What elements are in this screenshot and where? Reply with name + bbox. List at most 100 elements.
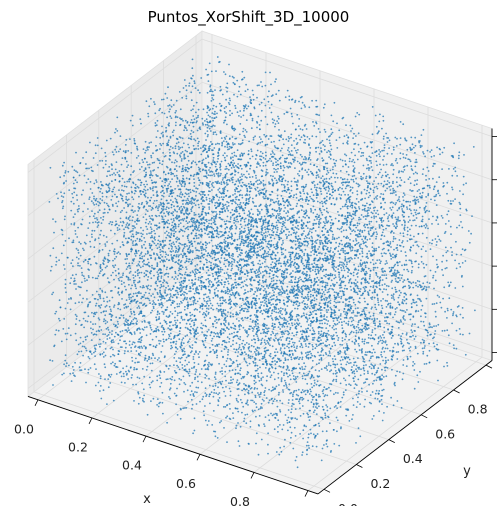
scatter-point bbox=[239, 93, 242, 96]
scatter-point bbox=[459, 313, 462, 316]
scatter-point bbox=[427, 194, 430, 197]
scatter-point bbox=[392, 180, 394, 183]
scatter-point bbox=[367, 164, 369, 166]
scatter-point bbox=[402, 281, 404, 283]
scatter-point bbox=[294, 261, 296, 264]
scatter-point bbox=[401, 208, 403, 210]
scatter-point bbox=[304, 156, 306, 158]
scatter-point bbox=[242, 114, 245, 117]
scatter-point bbox=[270, 103, 273, 106]
scatter-point bbox=[169, 199, 172, 202]
scatter-point bbox=[219, 131, 222, 134]
scatter-point bbox=[289, 326, 292, 329]
scatter-point bbox=[270, 160, 273, 163]
scatter-point bbox=[349, 246, 352, 249]
scatter-point bbox=[383, 366, 386, 369]
scatter-point bbox=[235, 281, 237, 284]
scatter-point bbox=[263, 193, 266, 196]
scatter-point bbox=[259, 128, 261, 131]
scatter-point bbox=[205, 250, 207, 252]
scatter-point bbox=[338, 129, 341, 132]
scatter-point bbox=[180, 253, 183, 256]
scatter-point bbox=[237, 178, 240, 181]
scatter-point bbox=[210, 100, 213, 102]
scatter-point bbox=[431, 242, 433, 245]
scatter-point bbox=[205, 244, 207, 247]
scatter-point bbox=[237, 158, 240, 161]
scatter-point bbox=[223, 136, 226, 139]
scatter-point bbox=[165, 315, 168, 318]
scatter-point bbox=[179, 222, 182, 225]
scatter-point bbox=[314, 347, 317, 350]
scatter-point bbox=[390, 281, 393, 283]
scatter-point bbox=[210, 264, 212, 267]
scatter-point bbox=[168, 110, 171, 113]
scatter-point bbox=[409, 346, 412, 348]
scatter-point bbox=[345, 181, 347, 184]
scatter-point bbox=[196, 229, 198, 232]
scatter-point bbox=[209, 120, 212, 122]
scatter-point bbox=[295, 151, 298, 154]
scatter-point bbox=[211, 117, 214, 119]
scatter-point bbox=[115, 145, 118, 148]
scatter-point bbox=[209, 115, 211, 118]
scatter-point bbox=[391, 192, 394, 195]
scatter-point bbox=[237, 143, 240, 145]
scatter-point bbox=[379, 155, 381, 158]
scatter-point bbox=[253, 351, 256, 353]
scatter-point bbox=[417, 198, 419, 201]
scatter-point bbox=[209, 85, 212, 88]
scatter-point bbox=[423, 347, 426, 349]
scatter-point bbox=[219, 268, 222, 271]
scatter-point bbox=[198, 140, 200, 143]
scatter-point bbox=[347, 136, 350, 139]
scatter-point bbox=[273, 201, 276, 204]
scatter-point bbox=[210, 219, 212, 221]
scatter-point bbox=[444, 223, 447, 225]
scatter-point bbox=[241, 70, 244, 73]
scatter-point bbox=[458, 328, 461, 330]
scatter-point bbox=[375, 308, 378, 311]
scatter-point bbox=[363, 327, 365, 330]
scatter-point bbox=[472, 146, 475, 148]
scatter-point bbox=[226, 206, 228, 208]
scatter-point bbox=[223, 152, 226, 155]
scatter-point bbox=[282, 355, 284, 357]
scatter-point bbox=[272, 164, 274, 167]
scatter-point bbox=[274, 351, 276, 354]
scatter-point bbox=[321, 327, 324, 329]
scatter-point bbox=[233, 162, 236, 165]
scatter-point bbox=[376, 275, 379, 278]
scatter-point bbox=[369, 229, 372, 232]
scatter-point bbox=[223, 156, 226, 159]
scatter-point bbox=[268, 275, 271, 278]
scatter-point bbox=[271, 317, 273, 320]
scatter-point bbox=[369, 357, 372, 360]
scatter-point bbox=[416, 352, 419, 355]
scatter-point bbox=[402, 153, 404, 155]
scatter-point bbox=[219, 261, 222, 264]
scatter-point bbox=[342, 251, 345, 254]
scatter-point bbox=[409, 234, 412, 237]
scatter-point bbox=[259, 182, 261, 185]
scatter-point bbox=[395, 194, 397, 196]
scatter-point bbox=[122, 199, 124, 202]
scatter-point bbox=[217, 309, 220, 311]
scatter-point bbox=[144, 247, 147, 250]
scatter-point bbox=[131, 205, 134, 208]
scatter-point bbox=[404, 285, 407, 288]
scatter-point bbox=[340, 182, 343, 184]
scatter-point bbox=[243, 109, 245, 112]
scatter-point bbox=[277, 122, 280, 124]
scatter-point bbox=[409, 201, 412, 203]
scatter-point bbox=[358, 184, 361, 187]
scatter-point bbox=[223, 187, 226, 189]
scatter-point bbox=[410, 224, 413, 227]
scatter-point bbox=[421, 218, 424, 221]
scatter-point bbox=[405, 254, 407, 257]
scatter-point bbox=[299, 128, 302, 130]
scatter-point bbox=[356, 242, 358, 245]
scatter-point bbox=[367, 282, 370, 285]
scatter-point bbox=[415, 260, 417, 263]
scatter-point bbox=[369, 227, 372, 229]
